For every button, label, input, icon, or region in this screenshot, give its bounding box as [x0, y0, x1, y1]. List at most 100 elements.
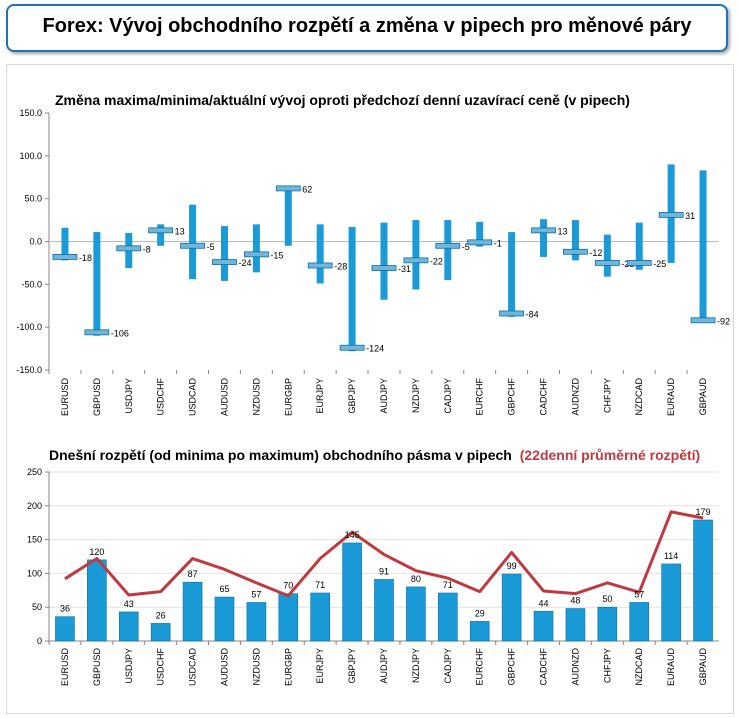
data-label: -22 — [430, 256, 443, 266]
range-bar — [118, 611, 139, 642]
range-bar — [406, 586, 426, 642]
data-label: 29 — [475, 608, 485, 618]
range-bar — [444, 220, 452, 281]
y-tick-label: 50.0 — [24, 194, 42, 204]
current-marker — [212, 259, 237, 265]
data-label: 13 — [558, 226, 568, 236]
data-label: 70 — [283, 581, 293, 591]
range-bar — [693, 519, 713, 642]
data-label: 36 — [60, 604, 70, 614]
current-marker — [658, 212, 684, 218]
current-marker — [371, 265, 397, 271]
x-tick-label: USDJPY — [124, 648, 134, 684]
x-tick-label: GBPCHF — [507, 648, 517, 686]
x-tick-label: GBPUSD — [92, 648, 102, 687]
data-label: -5 — [462, 242, 470, 252]
range-bar — [246, 602, 267, 642]
data-label: 145 — [345, 530, 360, 540]
current-marker — [403, 257, 429, 264]
x-tick-label: GBPJPY — [347, 378, 357, 414]
current-marker — [626, 260, 652, 266]
range-bar — [310, 592, 330, 642]
range-bar — [284, 186, 292, 246]
y-tick-label: 200 — [27, 501, 42, 511]
current-marker — [148, 227, 174, 234]
x-tick-label: GBPUSD — [92, 378, 102, 417]
range-bar — [87, 559, 107, 642]
current-marker — [690, 317, 716, 324]
data-label: -25 — [653, 259, 666, 269]
range-bar — [540, 219, 548, 257]
x-tick-label: CHFJPY — [602, 648, 612, 683]
range-bar — [342, 542, 362, 642]
range-bar — [61, 227, 69, 261]
data-label: 13 — [175, 226, 185, 236]
x-tick-label: AUDJPY — [379, 378, 389, 414]
current-marker — [180, 242, 205, 249]
x-tick-label: GBPJPY — [347, 648, 357, 684]
range-bar — [252, 224, 260, 273]
data-label: 62 — [302, 184, 312, 194]
data-label: 71 — [315, 580, 325, 590]
data-label: -8 — [143, 244, 151, 254]
data-label: 57 — [251, 589, 261, 599]
current-marker — [307, 262, 333, 269]
range-bar — [380, 222, 388, 300]
current-marker — [116, 245, 142, 252]
data-label: 179 — [696, 507, 711, 517]
x-tick-label: CADJPY — [443, 648, 453, 684]
page-title: Forex: Vývoj obchodního rozpětí a změna … — [42, 15, 692, 37]
range-bar — [157, 224, 165, 246]
data-label: -28 — [334, 261, 347, 271]
x-tick-label: EURGBP — [283, 648, 293, 686]
header-banner: Forex: Vývoj obchodního rozpětí a změna … — [6, 4, 728, 52]
current-marker — [499, 310, 525, 317]
data-label: 50 — [602, 594, 612, 604]
y-tick-label: -100.0 — [16, 322, 42, 332]
range-bar — [220, 226, 228, 281]
x-tick-label: USDCHF — [156, 377, 166, 415]
range-bar — [661, 563, 681, 642]
data-label: -31 — [398, 264, 411, 274]
data-label: 71 — [443, 580, 453, 590]
data-label: 44 — [539, 598, 549, 608]
x-tick-label: EURCHF — [475, 377, 485, 415]
data-label: 57 — [634, 589, 644, 599]
range-bar — [597, 606, 618, 642]
x-tick-label: NZDJPY — [411, 378, 421, 413]
x-tick-label: AUDUSD — [219, 378, 229, 417]
current-marker — [52, 254, 78, 260]
range-bar — [699, 170, 707, 323]
x-tick-label: NZDJPY — [411, 648, 421, 683]
x-tick-label: EURGBP — [283, 378, 293, 416]
current-marker — [84, 329, 110, 336]
data-label: -5 — [207, 242, 215, 252]
range-bar — [476, 221, 484, 247]
x-tick-label: CHFJPY — [602, 378, 612, 413]
x-tick-label: USDCHF — [156, 647, 166, 685]
range-bar — [55, 616, 75, 642]
data-label: 114 — [664, 551, 678, 561]
data-label: -18 — [79, 253, 92, 263]
range-bar — [214, 596, 235, 642]
range-bar — [469, 621, 490, 642]
chart2-title-main: Dnešní rozpětí (od minima po maximum) ob… — [49, 447, 512, 463]
data-label: -84 — [526, 309, 539, 319]
data-label: 99 — [507, 561, 517, 571]
x-tick-label: USDCAD — [188, 648, 198, 687]
data-label: -124 — [366, 344, 384, 354]
data-label: 26 — [156, 610, 166, 620]
x-tick-label: CADCHF — [539, 377, 549, 415]
current-marker — [243, 251, 269, 258]
x-tick-label: EURAUD — [666, 378, 676, 417]
data-label: 31 — [685, 211, 695, 221]
data-label: 43 — [124, 599, 134, 609]
range-bar — [571, 220, 579, 261]
x-tick-label: EURAUD — [666, 648, 676, 687]
data-label: 87 — [188, 569, 198, 579]
range-bar — [316, 224, 324, 284]
x-tick-label: GBPCHF — [507, 378, 517, 416]
x-tick-label: CADCHF — [539, 647, 549, 685]
range-bar — [374, 579, 394, 642]
y-tick-label: 250 — [27, 467, 42, 477]
